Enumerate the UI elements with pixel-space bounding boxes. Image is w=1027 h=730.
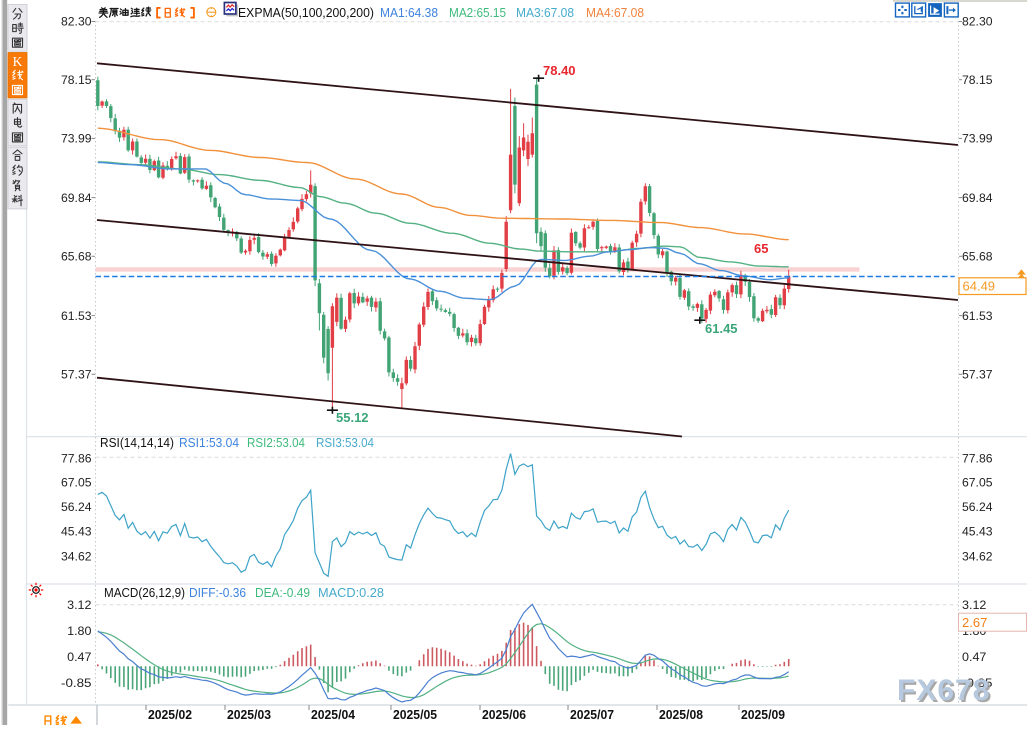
svg-text:MA3:67.08: MA3:67.08 xyxy=(516,5,574,20)
svg-text:FX678: FX678 xyxy=(899,676,992,709)
svg-text:MA4:67.08: MA4:67.08 xyxy=(586,5,644,20)
svg-text:45.43: 45.43 xyxy=(61,524,92,538)
svg-text:0.47: 0.47 xyxy=(67,650,92,664)
svg-text:45.43: 45.43 xyxy=(962,524,993,538)
svg-text:-0.85: -0.85 xyxy=(61,676,92,690)
svg-text:K: K xyxy=(13,54,23,69)
svg-text:3.12: 3.12 xyxy=(67,598,92,612)
svg-text:2025/03: 2025/03 xyxy=(227,708,271,722)
svg-text:RSI1:53.04: RSI1:53.04 xyxy=(179,435,239,450)
svg-text:1.80: 1.80 xyxy=(67,624,92,638)
svg-text:69.84: 69.84 xyxy=(962,191,993,205)
svg-text:65.68: 65.68 xyxy=(61,250,92,264)
svg-text:55.12: 55.12 xyxy=(336,410,369,425)
svg-text:2025/07: 2025/07 xyxy=(570,708,614,722)
svg-text:DIFF:-0.36: DIFF:-0.36 xyxy=(189,585,246,600)
svg-text:78.15: 78.15 xyxy=(962,73,993,87)
svg-text:2025/06: 2025/06 xyxy=(482,708,526,722)
svg-text:2025/09: 2025/09 xyxy=(741,708,785,722)
svg-text:61.45: 61.45 xyxy=(705,321,738,336)
svg-text:78.40: 78.40 xyxy=(543,63,576,78)
svg-text:65.68: 65.68 xyxy=(962,250,993,264)
svg-text:2.67: 2.67 xyxy=(962,615,987,630)
svg-text:34.62: 34.62 xyxy=(61,550,92,564)
svg-text:EXPMA(50,100,200,200): EXPMA(50,100,200,200) xyxy=(238,5,374,20)
svg-text:MA1:64.38: MA1:64.38 xyxy=(380,5,438,20)
svg-text:67.05: 67.05 xyxy=(61,475,92,489)
svg-text:0.47: 0.47 xyxy=(962,650,987,664)
svg-text:73.99: 73.99 xyxy=(962,132,993,146)
svg-text:78.15: 78.15 xyxy=(61,73,92,87)
svg-text:64.49: 64.49 xyxy=(963,279,996,294)
svg-text:2025/08: 2025/08 xyxy=(659,708,703,722)
svg-text:69.84: 69.84 xyxy=(61,191,92,205)
svg-text:MACD:0.28: MACD:0.28 xyxy=(318,585,384,600)
svg-text:61.53: 61.53 xyxy=(61,309,92,323)
svg-text:61.53: 61.53 xyxy=(962,309,993,323)
svg-text:RSI2:53.04: RSI2:53.04 xyxy=(247,435,305,450)
svg-text:56.24: 56.24 xyxy=(61,500,92,514)
svg-text:56.24: 56.24 xyxy=(962,500,993,514)
svg-text:RSI(14,14,14): RSI(14,14,14) xyxy=(100,435,174,450)
svg-text:RSI3:53.04: RSI3:53.04 xyxy=(316,435,374,450)
svg-text:-0.85: -0.85 xyxy=(962,676,993,690)
svg-text:DEA:-0.49: DEA:-0.49 xyxy=(255,585,310,600)
svg-text:3.12: 3.12 xyxy=(962,598,987,612)
svg-text:82.30: 82.30 xyxy=(61,15,92,29)
svg-text:77.86: 77.86 xyxy=(61,452,92,466)
svg-text:MA2:65.15: MA2:65.15 xyxy=(449,5,506,20)
svg-text:2025/02: 2025/02 xyxy=(148,708,192,722)
svg-text:2025/05: 2025/05 xyxy=(393,708,437,722)
svg-text:FX678: FX678 xyxy=(897,674,990,707)
svg-text:67.05: 67.05 xyxy=(962,475,993,489)
svg-text:65: 65 xyxy=(754,241,768,256)
svg-text:34.62: 34.62 xyxy=(962,550,993,564)
svg-text:82.30: 82.30 xyxy=(962,15,993,29)
svg-text:73.99: 73.99 xyxy=(61,132,92,146)
svg-text:57.37: 57.37 xyxy=(61,368,92,382)
svg-text:77.86: 77.86 xyxy=(962,452,993,466)
svg-text:57.37: 57.37 xyxy=(962,368,993,382)
svg-text:2025/04: 2025/04 xyxy=(311,708,355,722)
svg-text:MACD(26,12,9): MACD(26,12,9) xyxy=(104,585,185,600)
